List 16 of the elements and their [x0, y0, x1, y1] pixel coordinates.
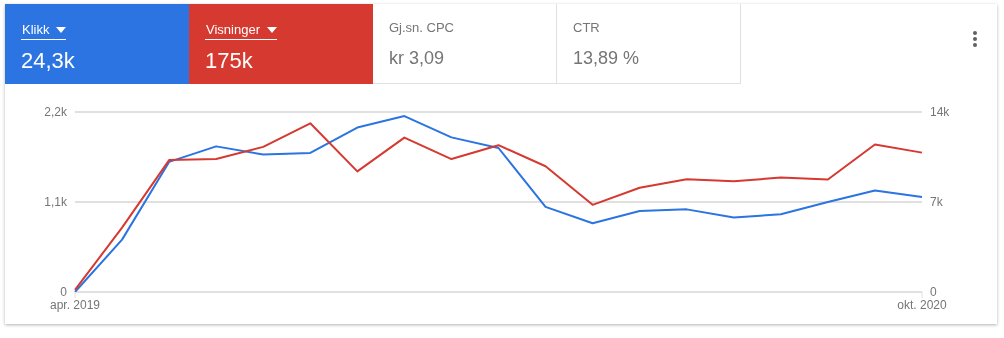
x-tick-label: okt. 2020 — [897, 297, 948, 312]
y2-tick-label: 0 — [930, 285, 937, 300]
y-tick-label: 0 — [60, 285, 68, 300]
text: kr 3,09 — [389, 48, 446, 69]
text: 24,3k — [21, 48, 76, 74]
text: Klikk — [21, 22, 51, 37]
y2-tick-label: 14k — [930, 105, 951, 120]
y-tick-label: 2,2k — [44, 105, 68, 120]
text: 13,89 % — [573, 48, 641, 69]
y-tick-label: 1,1k — [44, 195, 68, 210]
text: 175k — [205, 48, 254, 74]
y2-tick-label: 7k — [930, 195, 944, 210]
text: Visninger — [205, 22, 261, 37]
text: Gj.sn. CPC — [389, 20, 455, 37]
x-tick-label: apr. 2019 — [49, 297, 101, 312]
text: CTR — [573, 20, 601, 37]
